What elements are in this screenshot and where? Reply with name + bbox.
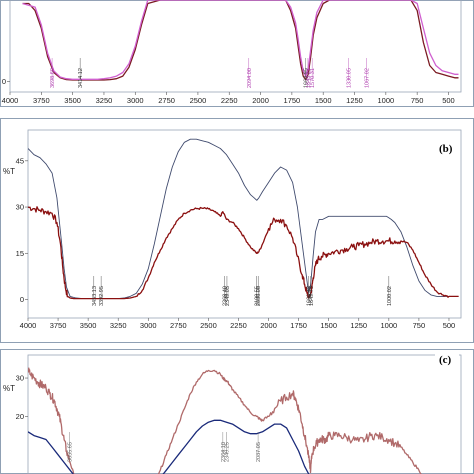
y-tick-label: 30 [16, 374, 24, 383]
x-tick-label: 1750 [284, 96, 301, 105]
plot-area [27, 129, 462, 319]
spectrum-line [28, 419, 310, 474]
peak-label: 1649.75 [309, 286, 315, 306]
x-tick-label: 1000 [380, 321, 397, 330]
x-tick-label: 750 [411, 96, 424, 105]
x-tick-label: 3000 [140, 321, 157, 330]
peak-label: 1663.95 [303, 68, 309, 88]
peak-label: 1067.02 [364, 68, 370, 88]
x-tick-label: 1000 [377, 96, 394, 105]
spectrum-line [22, 0, 459, 81]
x-tick-label: 3750 [50, 321, 67, 330]
x-tick-label: 2250 [230, 321, 247, 330]
y-tick-label: 0 [2, 77, 6, 86]
spectrum-line [22, 0, 459, 80]
peak-label: 1666.43 [307, 286, 313, 306]
panel-a: 4000 3750 3500 3250 3000 2750 2500 2250 2000 1750… [0, 0, 474, 107]
panel-b: 4000 3750 3500 3250 3000 2750 2500 2250 2000 1750… [0, 118, 474, 343]
peak-label: 2094.00 [247, 68, 253, 88]
x-tick-label: 750 [413, 321, 426, 330]
y-tick-label: 20 [16, 412, 24, 421]
y-tick-label: 15 [16, 249, 24, 258]
y-tick-label: 0 [20, 295, 24, 304]
x-tick-label: 2000 [252, 96, 269, 105]
x-tick-label: 2500 [200, 321, 217, 330]
x-tick-label: 2500 [190, 96, 207, 105]
peak-label: 2087.05 [256, 442, 262, 462]
spectrum-line [28, 367, 424, 474]
peak-label: 1000.02 [387, 286, 393, 306]
x-tick-label: 3500 [64, 96, 81, 105]
x-tick-label: 1500 [320, 321, 337, 330]
peak-label: 2349.25 [225, 442, 231, 462]
panel-label-bg [435, 142, 459, 156]
plot-area [27, 354, 462, 474]
panel-label-bg [435, 353, 459, 367]
y-tick-label: 30 [16, 203, 24, 212]
x-tick-label: 1250 [346, 96, 363, 105]
peak-label: 3414.12 [78, 68, 84, 88]
panel-frame [0, 118, 474, 343]
panel-frame [0, 0, 474, 107]
peak-label: 2349.05 [225, 286, 231, 306]
x-tick-label: 2250 [221, 96, 238, 105]
peak-label: 3392.95 [99, 286, 105, 306]
panel-frame [0, 349, 474, 474]
peak-label: 3655.65 [67, 442, 73, 462]
x-tick-label: 500 [443, 321, 456, 330]
x-tick-label: 4000 [2, 96, 19, 105]
x-tick-label: 3000 [127, 96, 144, 105]
peak-label: 2368.40 [223, 286, 229, 306]
peak-label: 1570.31 [310, 68, 316, 88]
x-tick-label: 2000 [260, 321, 277, 330]
peak-label: 2086.08 [256, 286, 262, 306]
x-tick-label: 2750 [170, 321, 187, 330]
panel-label: (b) [439, 143, 453, 155]
panel-label: (c) [439, 354, 452, 366]
plot-area [9, 0, 462, 93]
y-axis-title: %T [3, 384, 15, 393]
peak-label: 2100.55 [255, 286, 261, 306]
x-tick-label: 1500 [315, 96, 332, 105]
peak-label: 2364.10 [221, 442, 227, 462]
peak-label: 3453.13 [92, 286, 98, 306]
spectrum-line [28, 206, 459, 300]
x-tick-label: 1250 [350, 321, 367, 330]
y-tick-label: 45 [16, 156, 24, 165]
y-axis-title: %T [3, 167, 15, 176]
x-tick-label: 1750 [290, 321, 307, 330]
x-tick-label: 500 [442, 96, 455, 105]
x-tick-label: 2750 [158, 96, 175, 105]
x-tick-label: 3250 [110, 321, 127, 330]
peak-label: 3698.60 [50, 68, 56, 88]
x-tick-label: 3500 [80, 321, 97, 330]
x-tick-label: 3250 [96, 96, 113, 105]
x-tick-label: 4000 [20, 321, 37, 330]
peak-label: 1643.21 [306, 68, 312, 88]
x-tick-label: 3750 [33, 96, 50, 105]
peak-label: 1330.05 [346, 68, 352, 88]
